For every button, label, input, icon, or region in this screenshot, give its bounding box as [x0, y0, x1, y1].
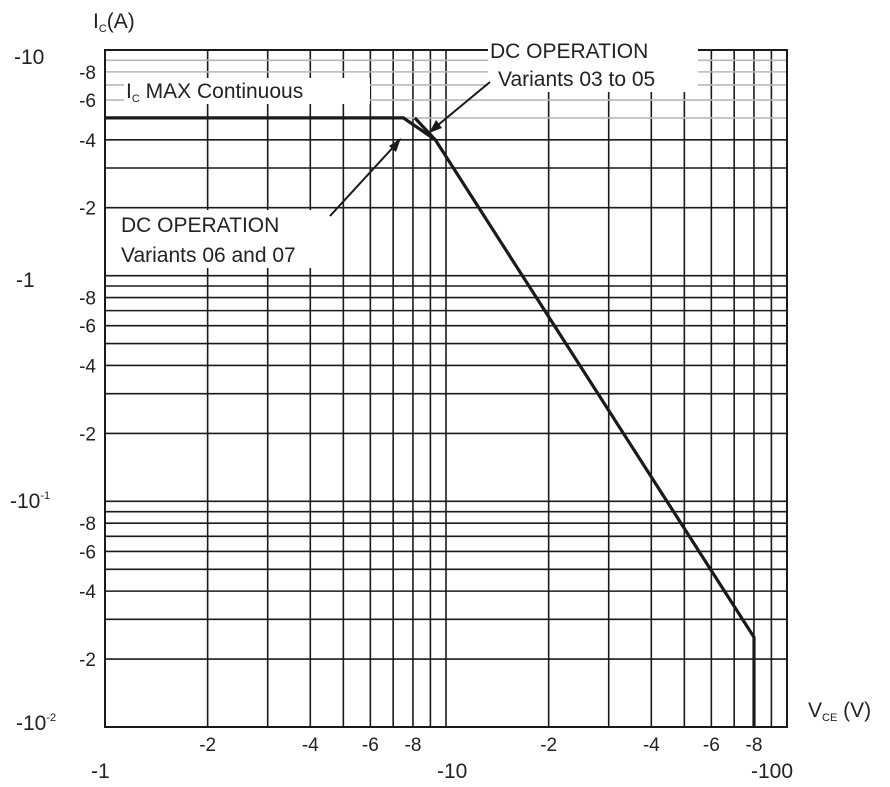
x-minor-tick-label: -2: [540, 735, 557, 756]
y-major-tick-label: -1: [16, 269, 35, 292]
y-minor-tick-label: -6: [79, 91, 96, 112]
x-major-tick-label: -1: [91, 760, 110, 783]
y-minor-tick-label: -2: [79, 650, 96, 671]
annotations: IC MAX Continuous DC OPERATION Variants …: [118, 38, 698, 268]
x-minor-tick-label: -8: [405, 735, 422, 756]
arrowhead-variants-06-07: [389, 138, 401, 152]
grid: [105, 50, 787, 727]
y-minor-tick-label: -8: [79, 289, 96, 310]
y-minor-tick-label: -8: [79, 514, 96, 535]
x-axis-ticks: -1 -10 -100 -2 -4 -6 -8 -2 -4 -6 -8: [91, 735, 793, 783]
series: [105, 116, 756, 727]
soa-curve-1: [105, 116, 756, 727]
y-minor-tick-label: -4: [79, 131, 96, 152]
y-minor-tick-label: -6: [79, 542, 96, 563]
annotation-imax: IC MAX Continuous: [126, 80, 303, 105]
y-minor-tick-label: -6: [79, 317, 96, 338]
y-major-tick-label: -10-1: [10, 490, 50, 513]
x-major-tick-label: -100: [751, 760, 793, 783]
arrow-variants-03-05: [431, 81, 491, 131]
y-minor-tick-label: -4: [79, 582, 96, 603]
annotation-variants-03-05: DC OPERATION Variants 03 to 05: [490, 40, 655, 91]
y-axis-ticks: -10-1-10-1-10-2-8-6-4-2-8-6-4-2-8-6-4-2: [10, 46, 96, 735]
y-axis-label: IC(A): [93, 10, 135, 35]
y-major-tick-label: -10-2: [16, 712, 56, 735]
y-minor-tick-label: -2: [79, 199, 96, 220]
x-axis-label: VCE (V): [808, 699, 871, 724]
plot-frame: [104, 49, 788, 728]
soa-curve-2: [413, 116, 437, 141]
x-minor-tick-label: -4: [643, 735, 660, 756]
annotation-variants-06-07: DC OPERATION Variants 06 and 07: [121, 214, 296, 267]
annotation-bg-variants-03-05: [488, 38, 698, 92]
y-major-tick-label: -10: [14, 46, 44, 69]
y-minor-tick-label: -4: [79, 356, 96, 377]
x-minor-tick-label: -4: [302, 735, 319, 756]
y-minor-tick-label: -8: [79, 63, 96, 84]
annotation-bg-variants-06-07: [118, 210, 340, 268]
x-minor-tick-label: -6: [362, 735, 379, 756]
x-major-tick-label: -10: [437, 760, 467, 783]
annotation-bg-imax: [124, 78, 370, 104]
x-minor-tick-label: -6: [703, 735, 720, 756]
arrow-variants-06-07: [329, 141, 399, 217]
x-minor-tick-label: -8: [746, 735, 763, 756]
arrowhead-variants-03-05: [429, 120, 442, 133]
y-minor-tick-label: -2: [79, 424, 96, 445]
x-minor-tick-label: -2: [199, 735, 216, 756]
